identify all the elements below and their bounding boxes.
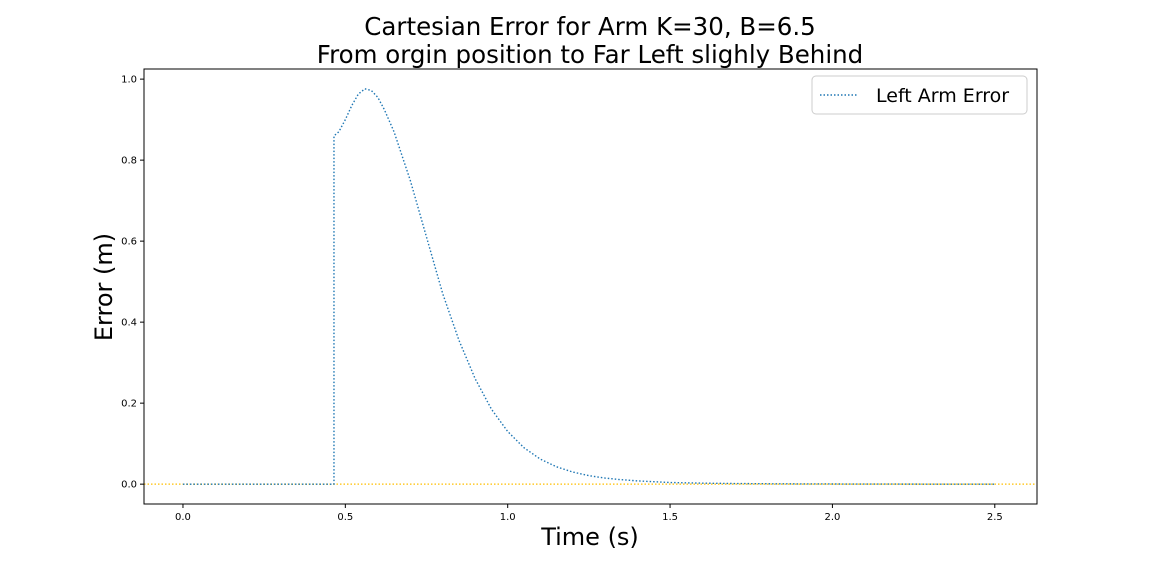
x-axis-label: Time (s) (540, 523, 639, 551)
legend-label-left-arm-error: Left Arm Error (876, 85, 1009, 107)
y-tick-label: 0.0 (121, 480, 137, 491)
x-axis: 0.0 0.5 1.0 1.5 2.0 2.5 (175, 504, 1003, 523)
x-tick-label: 0.5 (337, 512, 353, 523)
plot-frame (143, 68, 1038, 505)
chart-title-line-2: From orgin position to Far Left slighly … (317, 40, 863, 69)
y-tick-label: 0.6 (121, 237, 137, 248)
legend-box (811, 75, 1028, 115)
y-tick-label: 0.8 (121, 156, 137, 167)
chart-title-line-1: Cartesian Error for Arm K=30, B=6.5 (364, 12, 815, 41)
y-axis: 0.0 0.2 0.4 0.6 0.8 1.0 (121, 75, 144, 491)
x-tick-label: 0.0 (175, 512, 191, 523)
x-tick-label: 1.5 (662, 512, 678, 523)
y-tick-label: 0.2 (121, 399, 137, 410)
x-tick-label: 2.0 (824, 512, 840, 523)
y-tick-label: 1.0 (121, 75, 137, 86)
y-tick-label: 0.4 (121, 318, 137, 329)
plot-area (144, 88, 1037, 485)
y-axis-label: Error (m) (90, 233, 118, 341)
x-tick-label: 1.0 (500, 512, 516, 523)
x-tick-label: 2.5 (987, 512, 1003, 523)
legend: Left Arm Error (811, 75, 1028, 115)
series-line-0 (182, 88, 995, 485)
